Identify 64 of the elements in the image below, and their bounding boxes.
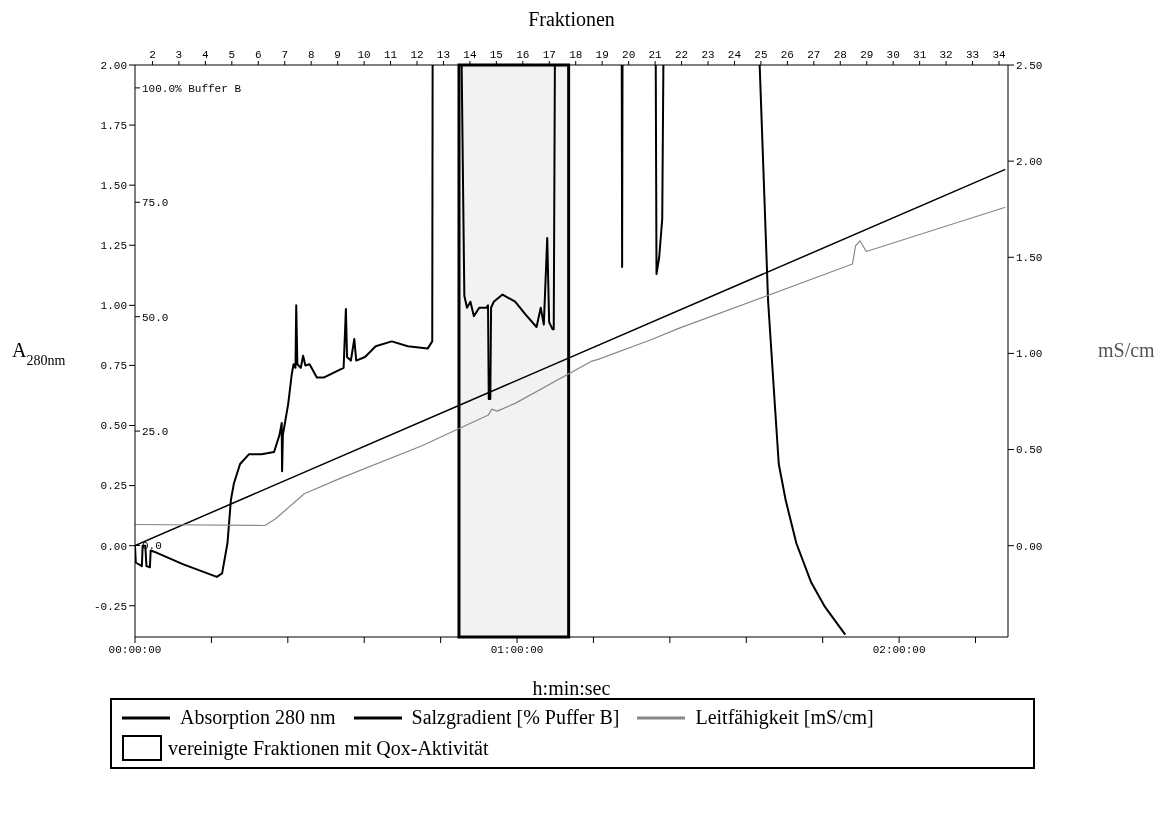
legend-label: Absorption 280 nm	[180, 706, 336, 729]
y-tick-label: 2.00	[100, 59, 127, 72]
x2-tick-label: 11	[383, 49, 398, 61]
x-tick-label: 00:00:00	[108, 643, 162, 656]
x2-tick-label: 2	[149, 49, 156, 61]
y2-tick-label: 1.00	[1016, 348, 1043, 361]
x2-tick-label: 32	[939, 49, 953, 61]
x2-tick-label: 27	[807, 49, 821, 61]
x2-tick-label: 7	[281, 49, 289, 61]
y3-tick-label: 50.0	[142, 311, 169, 324]
x2-tick-label: 14	[463, 49, 477, 61]
y-tick-label: 1.00	[100, 300, 127, 313]
x2-tick-label: 33	[965, 49, 980, 61]
x2-tick-label: 4	[202, 49, 210, 61]
x2-tick-label: 16	[516, 49, 530, 61]
y2-tick-label: 2.00	[1016, 156, 1043, 169]
y-axis-title: A$_{280nm}$	[12, 339, 66, 368]
legend-label: Salzgradient [% Puffer B]	[411, 706, 620, 729]
legend-label: vereinigte Fraktionen mit Qox-Aktivität	[168, 736, 489, 760]
x2-tick-label: 31	[913, 49, 927, 61]
x2-tick-label: 23	[701, 49, 715, 61]
x2-tick-label: 9	[334, 49, 341, 61]
x2-tick-label: 29	[860, 49, 874, 61]
y-tick-label: 1.50	[100, 180, 127, 193]
x2-tick-label: 21	[648, 49, 663, 61]
y2-tick-label: 2.50	[1016, 59, 1043, 72]
y2-axis-title: mS/cm	[1098, 339, 1156, 361]
x2-tick-label: 20	[622, 49, 636, 61]
y3-tick-label: 75.0	[142, 197, 169, 210]
x2-tick-label: 3	[175, 49, 183, 61]
x2-tick-label: 30	[886, 49, 900, 61]
x2-tick-label: 13	[436, 49, 451, 61]
y-tick-label: -0.25	[93, 600, 127, 613]
x2-tick-label: 22	[674, 49, 689, 61]
x2-tick-label: 24	[727, 49, 742, 61]
x-axis-title: h:min:sec	[532, 677, 611, 699]
x2-tick-label: 12	[410, 49, 424, 61]
x2-tick-label: 17	[542, 49, 556, 61]
x-tick-label: 02:00:00	[872, 643, 926, 656]
y-tick-label: 0.00	[100, 540, 127, 553]
x2-tick-label: 6	[254, 49, 262, 61]
x2-tick-label: 28	[833, 49, 847, 61]
x2-tick-label: 8	[307, 49, 315, 61]
y2-tick-label: 0.50	[1016, 444, 1043, 457]
y2-tick-label: 1.50	[1016, 252, 1043, 265]
y-tick-label: 0.75	[100, 360, 127, 373]
y3-tick-label: 25.0	[142, 426, 169, 439]
y-tick-label: 0.25	[100, 480, 127, 493]
x-tick-label: 01:00:00	[490, 643, 544, 656]
x2-tick-label: 10	[357, 49, 371, 61]
x2-tick-label: 25	[754, 49, 768, 61]
y-tick-label: 0.50	[100, 420, 127, 433]
x2-tick-label: 15	[489, 49, 503, 61]
y-tick-label: 1.25	[100, 240, 127, 253]
legend-label: Leitfähigkeit [mS/cm]	[695, 706, 874, 729]
y-tick-label: 1.75	[100, 119, 127, 132]
x2-tick-label: 34	[992, 49, 1006, 61]
x2-axis-title: Fraktionen	[528, 8, 615, 30]
x2-tick-label: 5	[228, 49, 236, 61]
y3-tick-label: 100.0% Buffer B	[142, 82, 242, 95]
x2-tick-label: 19	[595, 49, 609, 61]
x2-tick-label: 26	[780, 49, 794, 61]
y2-tick-label: 0.00	[1016, 540, 1043, 553]
x2-tick-label: 18	[569, 49, 583, 61]
